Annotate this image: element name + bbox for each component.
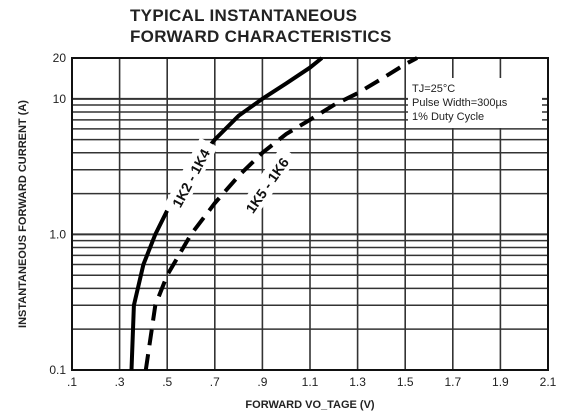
chart-title-line1: TYPICAL INSTANTANEOUS bbox=[130, 6, 358, 25]
x-tick-label: 1.3 bbox=[349, 375, 366, 389]
x-tick-label: .5 bbox=[162, 375, 172, 389]
chart-title-line2: FORWARD CHARACTERISTICS bbox=[130, 27, 392, 46]
x-tick-label: 1.9 bbox=[492, 375, 509, 389]
y-axis-label: INSTANTANEOUS FORWARD CURRENT (A) bbox=[17, 100, 29, 328]
note-line: Pulse Width=300µs bbox=[412, 97, 508, 109]
plot-frame bbox=[71, 57, 549, 371]
conditions-note: TJ=25°C Pulse Width=300µs 1% Duty Cycle bbox=[408, 78, 542, 128]
y-tick-label: 0.1 bbox=[49, 363, 66, 377]
x-tick-label: 1.1 bbox=[302, 375, 319, 389]
note-line: 1% Duty Cycle bbox=[412, 111, 484, 123]
x-tick-label: 2.1 bbox=[540, 375, 557, 389]
x-tick-label: 1.5 bbox=[397, 375, 414, 389]
x-tick-label: .3 bbox=[115, 375, 125, 389]
y-tick-label: 20 bbox=[53, 51, 67, 65]
x-tick-labels: .1 .3 .5 .7 .9 1.1 1.3 1.5 1.7 1.9 2.1 bbox=[67, 375, 557, 389]
x-tick-label: 1.7 bbox=[444, 375, 461, 389]
series-line-2 bbox=[143, 56, 419, 371]
x-tick-label: .1 bbox=[67, 375, 77, 389]
y-tick-labels: 0.1 1.0 10 20 bbox=[49, 51, 66, 377]
y-tick-label: 10 bbox=[53, 92, 67, 106]
note-line: TJ=25°C bbox=[412, 83, 455, 95]
x-tick-label: .7 bbox=[210, 375, 220, 389]
curve-label-2: 1K5 - 1K6 bbox=[235, 146, 298, 224]
x-tick-label: .9 bbox=[257, 375, 267, 389]
curve-label-1: 1K2 - 1K4 bbox=[162, 137, 218, 218]
x-axis-label: FORWARD VO_TAGE (V) bbox=[245, 399, 374, 411]
curve-labels: 1K2 - 1K4 1K5 - 1K6 bbox=[162, 137, 298, 224]
y-tick-label: 1.0 bbox=[49, 227, 66, 241]
